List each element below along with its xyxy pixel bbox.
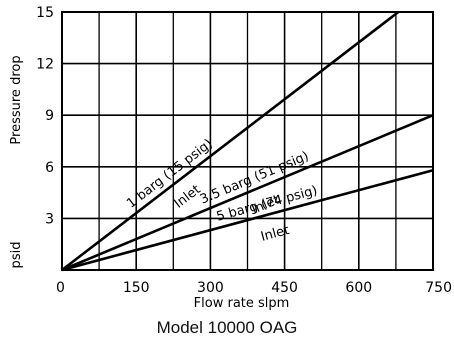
x-tick-label: 0 <box>56 280 65 296</box>
y-tick-label: 9 <box>45 108 54 124</box>
series-line-3 <box>61 168 434 272</box>
x-tick-label: 300 <box>197 280 224 296</box>
series-lines <box>61 10 434 272</box>
y-tick-label: 6 <box>45 160 54 176</box>
pressure-drop-chart: 0 150 300 450 600 750 3 6 9 12 15 1 barg (15 psig)… <box>9 5 452 311</box>
y-axis-label: Pressure drop <box>9 55 24 144</box>
x-tick-label: 750 <box>425 280 452 296</box>
y-tick-label: 3 <box>45 211 54 227</box>
tick-labels: 0 150 300 450 600 750 3 6 9 12 15 <box>36 5 452 296</box>
series-label-inlet: Inlet <box>259 223 291 245</box>
plot-frame <box>61 11 434 271</box>
x-axis-label: Flow rate slpm <box>194 296 290 311</box>
x-tick-label: 600 <box>345 280 372 296</box>
x-tick-label: 450 <box>271 280 298 296</box>
series-line-2 <box>61 114 434 272</box>
y-tick-label: 15 <box>36 5 54 21</box>
series-line-1 <box>61 10 400 272</box>
chart-caption: Model 10000 OAG <box>156 318 298 337</box>
x-tick-label: 150 <box>123 280 150 296</box>
y-tick-label: 12 <box>36 57 54 73</box>
grid-lines <box>61 11 434 270</box>
y-axis-unit: psid <box>9 242 24 269</box>
